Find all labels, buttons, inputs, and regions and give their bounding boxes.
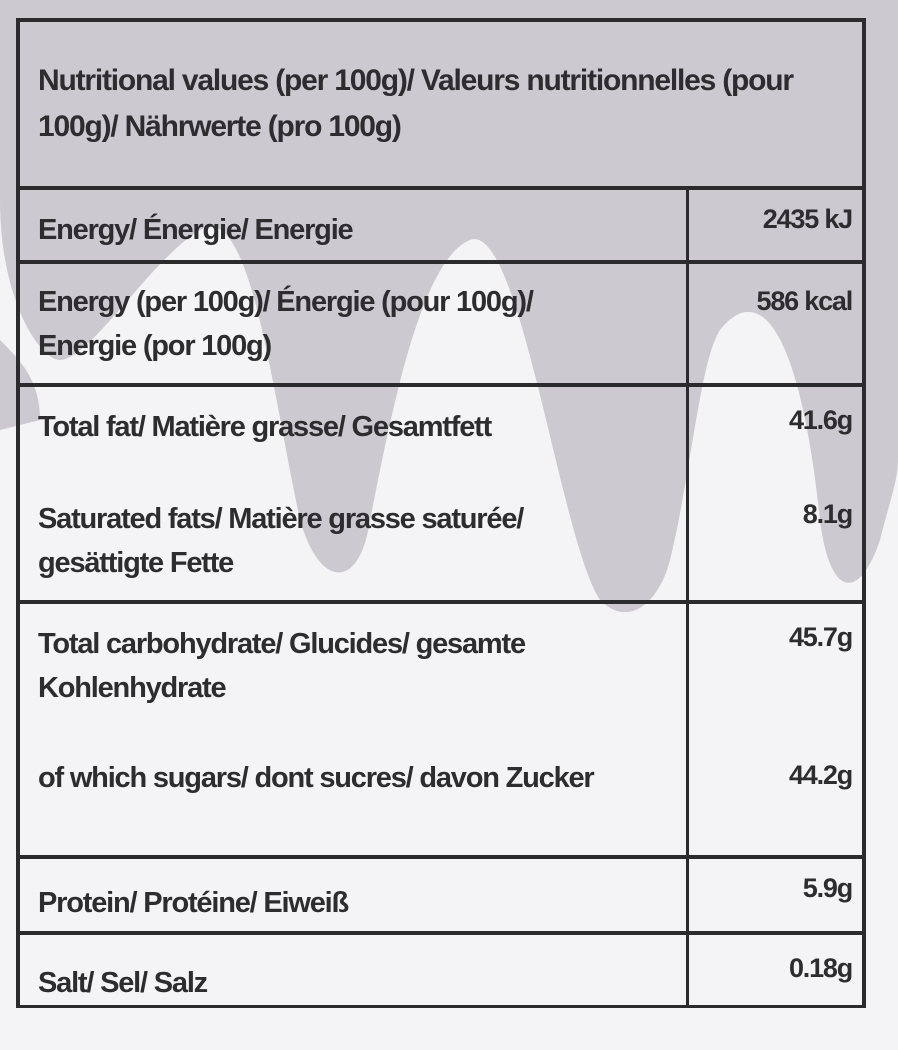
header-title: Nutritional values (per 100g)/ Valeurs n… <box>38 64 794 143</box>
table-row: Energy (per 100g)/ Énergie (pour 100g)/ … <box>20 264 862 387</box>
table-row-group: Total fat/ Matière grasse/ Gesamtfett 41… <box>20 387 862 604</box>
row-label: Energy (per 100g)/ Énergie (pour 100g)/ … <box>38 286 534 362</box>
table-row: Salt/ Sel/ Salz 0.18g <box>20 935 862 1009</box>
table-row-group: Total carbohydrate/ Glucides/ gesamte Ko… <box>20 604 862 859</box>
row-label: Total carbohydrate/ Glucides/ gesamte Ko… <box>38 628 526 704</box>
nutrition-table: Nutritional values (per 100g)/ Valeurs n… <box>16 18 866 1008</box>
table-header: Nutritional values (per 100g)/ Valeurs n… <box>20 22 862 190</box>
row-value: 45.7g <box>788 622 853 652</box>
row-value: 586 kcal <box>756 286 854 316</box>
row-label: Salt/ Sel/ Salz <box>38 967 208 999</box>
table-row: Energy/ Énergie/ Energie 2435 kJ <box>20 190 862 264</box>
row-value: 8.1g <box>802 499 853 529</box>
row-value: 0.18g <box>788 953 853 983</box>
row-value: 44.2g <box>788 760 853 790</box>
row-label: of which sugars/ dont sucres/ davon Zuck… <box>38 762 595 794</box>
row-value: 5.9g <box>802 873 853 903</box>
row-label: Total fat/ Matière grasse/ Gesamtfett <box>38 411 492 443</box>
row-value: 41.6g <box>788 405 853 435</box>
row-label: Energy/ Énergie/ Energie <box>38 214 354 246</box>
table-row: Protein/ Protéine/ Eiweiß 5.9g <box>20 859 862 935</box>
row-label: Saturated fats/ Matière grasse saturée/ … <box>38 503 524 579</box>
row-label: Protein/ Protéine/ Eiweiß <box>38 887 349 919</box>
row-value: 2435 kJ <box>762 204 853 234</box>
column-divider <box>686 190 689 1005</box>
